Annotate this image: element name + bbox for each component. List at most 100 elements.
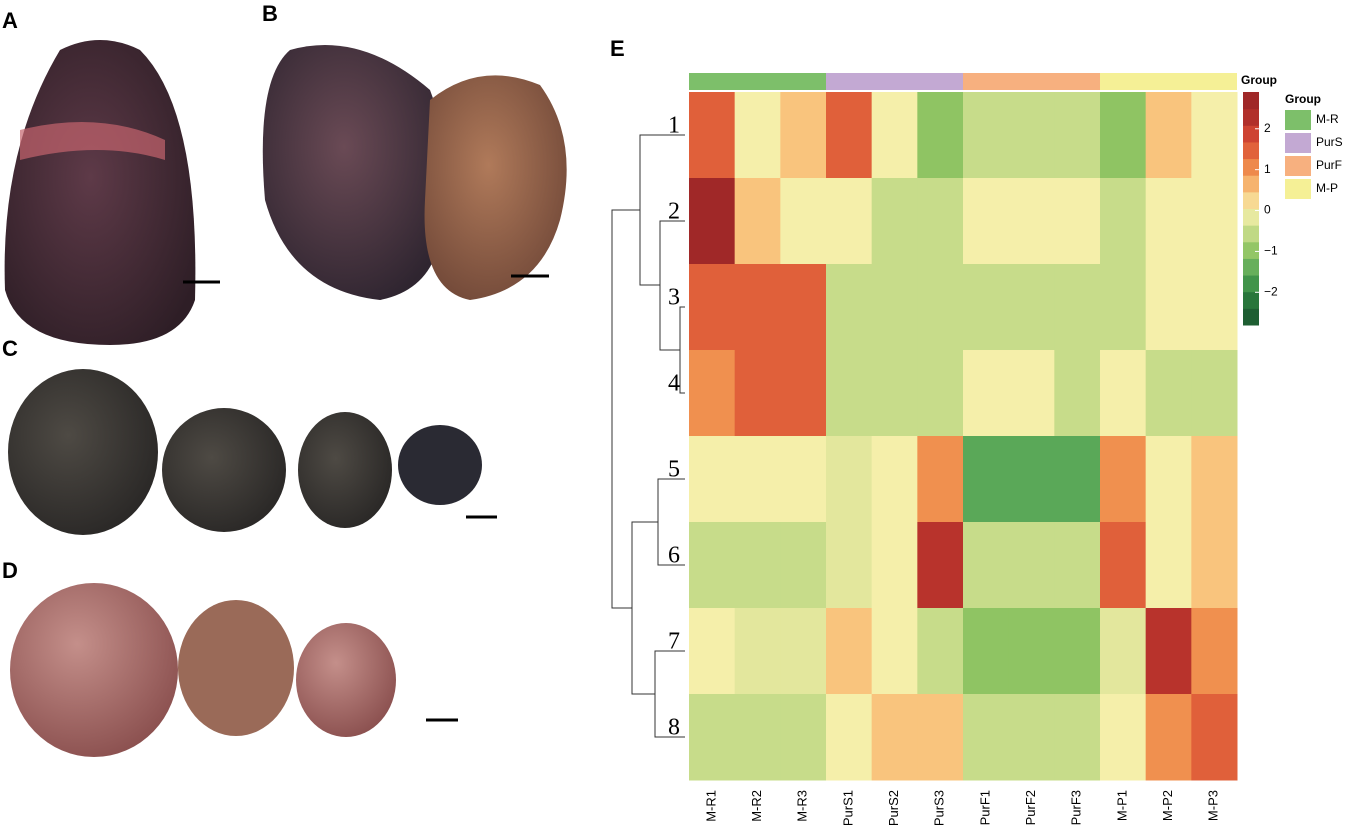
row-label: 5 — [668, 457, 680, 483]
heatmap-cell — [1100, 608, 1147, 695]
heatmap-cell — [1054, 436, 1101, 523]
column-label: PurS1 — [840, 790, 855, 826]
group-bar — [963, 73, 1100, 90]
heatmap-cell — [963, 264, 1010, 351]
row-label: 7 — [668, 629, 680, 655]
heatmap-cell — [1100, 350, 1147, 437]
heatmap-cell — [734, 522, 781, 609]
colorbar-segment — [1243, 175, 1259, 193]
colorbar-segment — [1243, 291, 1259, 309]
heatmap-cell — [826, 522, 873, 609]
column-label: PurS3 — [932, 790, 947, 826]
heatmap-cell — [780, 608, 827, 695]
heatmap-cell — [780, 436, 827, 523]
legend-swatch — [1285, 133, 1311, 153]
heatmap-cell — [826, 436, 873, 523]
legend-label: PurF — [1316, 158, 1342, 172]
heatmap-cell — [1054, 608, 1101, 695]
heatmap-cell — [1100, 178, 1147, 265]
column-label: M-R3 — [795, 790, 810, 822]
group-label: Group — [1241, 73, 1277, 87]
photo-a — [4, 40, 220, 345]
group-bar — [1100, 73, 1237, 90]
row-label: 1 — [668, 113, 680, 139]
photo-b — [262, 45, 567, 300]
heatmap-cell — [826, 350, 873, 437]
panel-label: E — [610, 36, 625, 61]
heatmap-cell — [1054, 694, 1101, 781]
heatmap-cell — [1191, 92, 1238, 179]
column-label: M-R1 — [703, 790, 718, 822]
colorbar-segment — [1243, 125, 1259, 143]
heatmap-cell — [689, 178, 736, 265]
heatmap-cell — [917, 92, 964, 179]
heatmap-cell — [1145, 694, 1192, 781]
heatmap-cell — [1191, 608, 1238, 695]
heatmap-cell — [689, 608, 736, 695]
heatmap-cell — [1054, 178, 1101, 265]
heatmap-cell — [1145, 264, 1192, 351]
legend-swatch — [1285, 156, 1311, 176]
panel-label: A — [2, 8, 18, 33]
heatmap-cell — [689, 92, 736, 179]
heatmap-cell — [1145, 350, 1192, 437]
legend-swatch — [1285, 179, 1311, 199]
legend-label: M-R — [1316, 112, 1339, 126]
heatmap-cell — [1145, 522, 1192, 609]
heatmap-cell — [1008, 436, 1055, 523]
colorbar-segment — [1243, 308, 1259, 326]
row-label: 2 — [668, 199, 680, 225]
column-label: M-R2 — [749, 790, 764, 822]
heatmap-cell — [826, 264, 873, 351]
group-bar — [826, 73, 963, 90]
colorbar-segment — [1243, 275, 1259, 293]
heatmap-cell — [780, 178, 827, 265]
heatmap-cell — [734, 350, 781, 437]
column-label: PurF2 — [1023, 790, 1038, 825]
colorbar-tick-label: 2 — [1264, 121, 1271, 135]
heatmap-cell — [871, 436, 918, 523]
heatmap-cell — [917, 608, 964, 695]
colorbar-tick-label: 0 — [1264, 203, 1271, 217]
heatmap-cell — [826, 694, 873, 781]
heatmap-cell — [734, 436, 781, 523]
heatmap-cell — [1145, 178, 1192, 265]
colorbar-tick-label: −1 — [1264, 244, 1278, 258]
heatmap-cell — [734, 694, 781, 781]
dendrogram — [611, 134, 685, 738]
column-label: PurF1 — [977, 790, 992, 825]
heatmap-cell — [963, 350, 1010, 437]
heatmap-cell — [1100, 694, 1147, 781]
heatmap-cell — [689, 264, 736, 351]
column-label: M-P1 — [1114, 790, 1129, 821]
heatmap-cell — [917, 264, 964, 351]
heatmap-cell — [1008, 350, 1055, 437]
heatmap-cell — [780, 92, 827, 179]
heatmap-cell — [963, 92, 1010, 179]
colorbar-segment — [1243, 208, 1259, 226]
heatmap-cell — [963, 522, 1010, 609]
colorbar-segment — [1243, 258, 1259, 276]
heatmap-cell — [871, 694, 918, 781]
heatmap-cell — [689, 350, 736, 437]
heatmap-cell — [1191, 178, 1238, 265]
heatmap-cell — [734, 608, 781, 695]
colorbar-segment — [1243, 92, 1259, 110]
column-label: PurF3 — [1069, 790, 1084, 825]
heatmap-cell — [1191, 264, 1238, 351]
heatmap-cell — [1145, 608, 1192, 695]
colorbar-segment — [1243, 191, 1259, 209]
heatmap-cell — [871, 608, 918, 695]
heatmap-cell — [1191, 436, 1238, 523]
legend-title: Group — [1285, 92, 1321, 106]
heatmap-cell — [1191, 694, 1238, 781]
heatmap-cell — [1008, 264, 1055, 351]
photo-c — [8, 369, 497, 535]
heatmap-cell — [917, 350, 964, 437]
heatmap-cell — [689, 522, 736, 609]
heatmap-cell — [871, 522, 918, 609]
heatmap-cell — [1191, 522, 1238, 609]
colorbar-segment — [1243, 241, 1259, 259]
heatmap-cell — [1191, 350, 1238, 437]
